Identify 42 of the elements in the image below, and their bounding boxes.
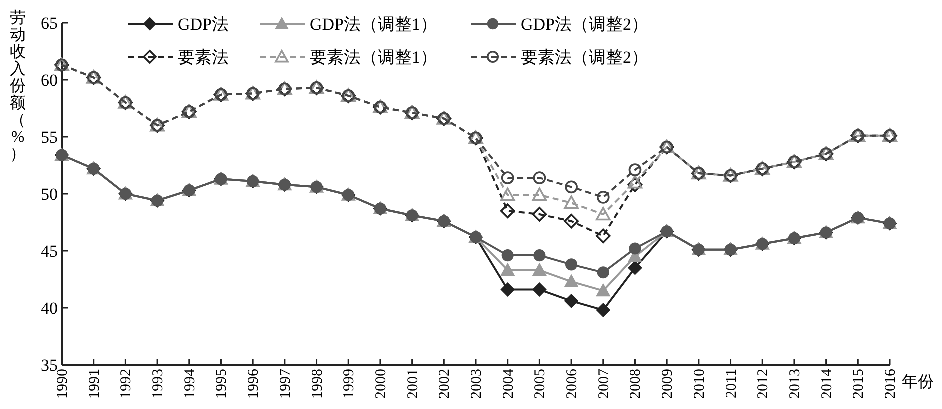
x-axis-title: 年份 xyxy=(902,374,934,391)
y-tick-label: 50 xyxy=(41,185,58,204)
y-axis-title: 劳动收入份额（%） xyxy=(10,10,26,163)
x-tick-label: 1994 xyxy=(182,368,198,399)
y-tick-label: 35 xyxy=(41,356,58,375)
x-tick-label: 2014 xyxy=(819,368,836,399)
x-tick-label: 1992 xyxy=(118,369,135,399)
x-tick-label: 1990 xyxy=(55,369,71,399)
y-tick-label: 45 xyxy=(41,242,58,261)
x-tick-label: 2016 xyxy=(883,368,899,399)
x-tick-label: 1999 xyxy=(342,369,358,399)
x-tick-label: 2010 xyxy=(692,369,708,399)
x-tick-label: 2002 xyxy=(437,369,454,399)
x-tick-label: 2003 xyxy=(469,369,485,399)
x-tick-label: 1993 xyxy=(150,369,167,399)
y-tick-label: 65 xyxy=(41,14,58,33)
x-tick-label: 1996 xyxy=(246,368,262,399)
x-tick-label: 2006 xyxy=(564,368,581,399)
x-tick-label: 2012 xyxy=(756,369,772,399)
x-tick-label: 1995 xyxy=(214,369,230,399)
y-tick-label: 55 xyxy=(41,128,58,147)
y-tick-label: 60 xyxy=(41,71,58,90)
x-tick-label: 2004 xyxy=(500,368,517,399)
x-tick-label: 2008 xyxy=(628,369,644,399)
legend-label: 要素法 xyxy=(178,48,229,67)
legend-label: GDP法 xyxy=(178,15,230,34)
x-tick-label: 2005 xyxy=(532,369,549,399)
legend-label: 要素法（调整1） xyxy=(310,48,438,67)
x-tick-label: 1991 xyxy=(86,369,103,399)
x-tick-label: 1998 xyxy=(310,369,326,399)
x-tick-label: 2001 xyxy=(405,369,422,399)
legend-label: 要素法（调整2） xyxy=(521,48,648,67)
y-tick-label: 40 xyxy=(41,299,58,318)
x-tick-label: 2007 xyxy=(596,368,612,399)
legend-label: GDP法（调整1） xyxy=(310,15,438,34)
legend-label: GDP法（调整2） xyxy=(521,15,649,34)
x-tick-label: 2015 xyxy=(851,369,868,399)
x-tick-label: 2009 xyxy=(660,369,676,399)
x-tick-label: 2000 xyxy=(373,369,390,399)
x-tick-label: 2011 xyxy=(724,369,740,398)
x-tick-label: 1997 xyxy=(278,368,294,399)
x-tick-label: 2013 xyxy=(787,369,804,399)
